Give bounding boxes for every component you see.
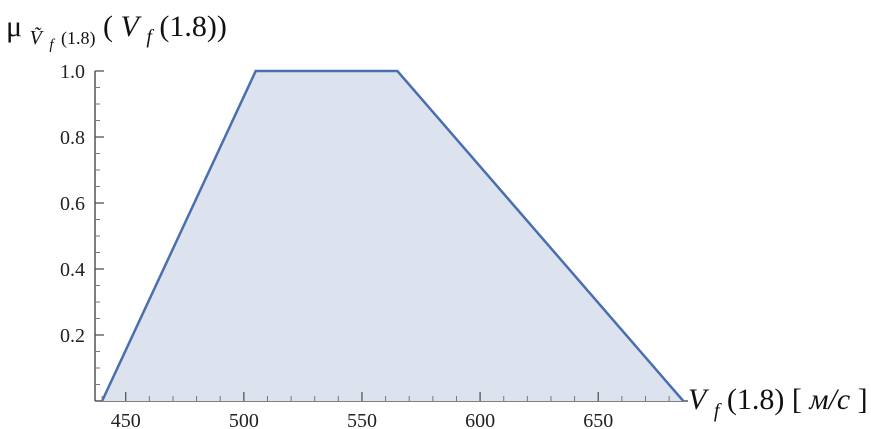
y-axis-title-sub-rest: (1.8): [61, 28, 96, 49]
y-axis-title-rest: (1.8)): [159, 10, 226, 43]
y-axis-title-mu: μ: [6, 10, 22, 43]
series: [100, 69, 685, 402]
x-axis-title-unit: м/с: [808, 383, 850, 416]
y-axis-title-sub-sub: f: [49, 37, 55, 53]
y-axis-title: μ Ṽ f (1.8) ( V f (1.8)): [6, 10, 227, 56]
y-tick-label-1: 1.0: [60, 61, 85, 83]
x-tick-label-450: 450: [111, 410, 141, 429]
x-tick-label-600: 600: [465, 410, 495, 429]
x-axis-title-close: ]: [858, 383, 868, 416]
x-axis-title: V f (1.8) [ м/с ]: [688, 383, 868, 424]
y-axis-title-main-sub: f: [146, 26, 154, 48]
y-tick-label-0.4: 0.4: [60, 259, 85, 281]
y-axis-title-main: V: [120, 10, 142, 43]
x-axis-title-sub: f: [714, 400, 722, 422]
y-tick-label-0.2: 0.2: [60, 325, 85, 347]
x-axis-title-main: V: [688, 383, 710, 416]
x-tick-label-550: 550: [347, 410, 377, 429]
x-tick-label-650: 650: [583, 410, 613, 429]
ticks: 450 500 550 600 650 0.2 0.4 0.6 0.8 1.0: [60, 61, 670, 429]
area-fill: [102, 71, 684, 401]
y-axis-title-sub-main: Ṽ: [30, 25, 45, 49]
y-axis-title-open: (: [103, 10, 113, 43]
series-line: [100, 69, 685, 402]
y-tick-label-0.8: 0.8: [60, 127, 85, 149]
x-tick-label-500: 500: [229, 410, 259, 429]
y-tick-label-0.6: 0.6: [60, 193, 85, 215]
x-axis-title-rest: (1.8) [: [727, 383, 802, 416]
